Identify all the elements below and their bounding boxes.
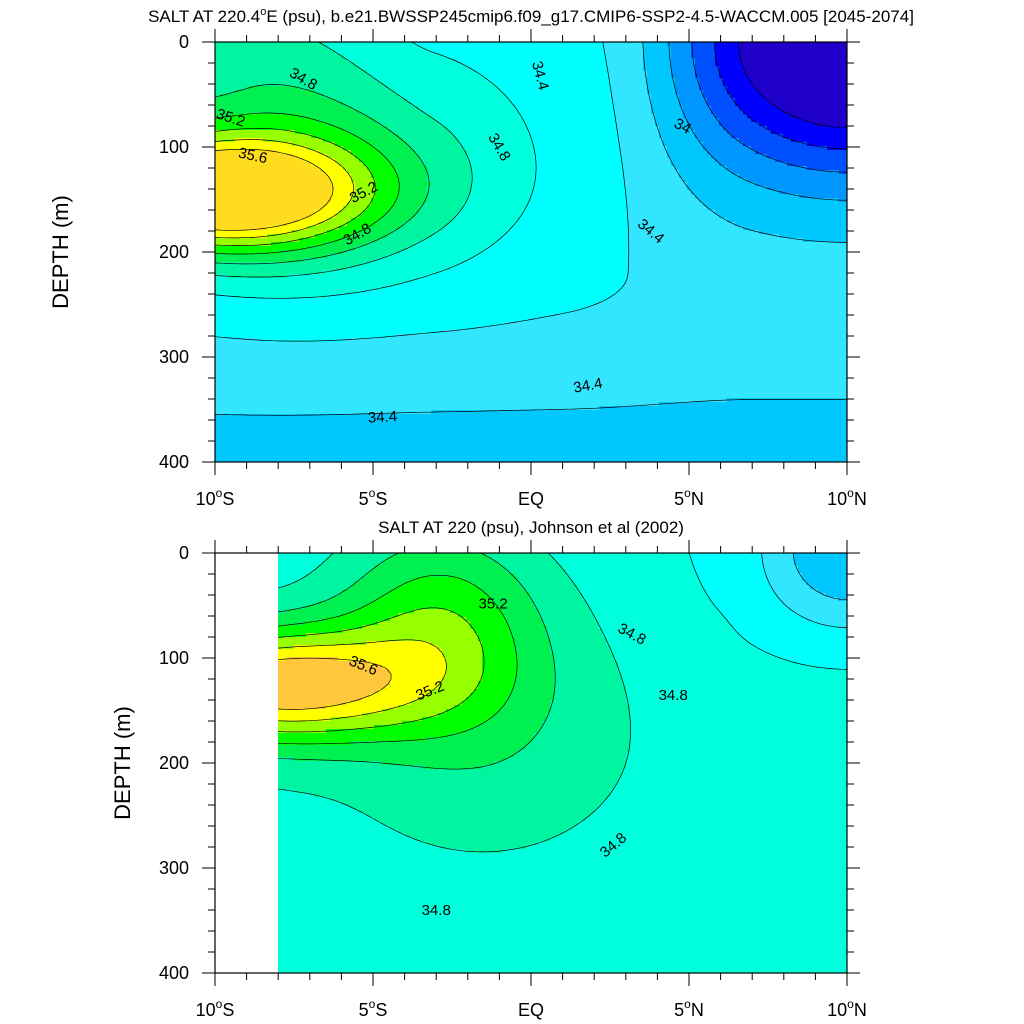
- y-tick-label: 100: [159, 137, 189, 157]
- contour-line: [215, 42, 537, 299]
- contour-line: [215, 112, 400, 255]
- x-tick-label: 10oN: [827, 997, 867, 1020]
- panel-model-salinity: 34.835.235.635.234.834.834.43434.434.434…: [48, 6, 914, 509]
- contour-label: 34.4: [528, 59, 552, 92]
- contour-line: [278, 657, 392, 710]
- contour-line: [714, 42, 847, 150]
- contour-line: [278, 553, 556, 770]
- contour-label: 34.4: [572, 375, 604, 397]
- y-axis-label: DEPTH (m): [110, 706, 135, 820]
- y-tick-label: 300: [159, 347, 189, 367]
- contour-line: [215, 42, 630, 342]
- contour-line: [215, 84, 430, 265]
- y-tick-label: 100: [159, 648, 189, 668]
- x-tick-label: 10oS: [196, 486, 235, 509]
- chart-title: SALT AT 220 (psu), Johnson et al (2002): [378, 518, 684, 537]
- axis-ticks: [202, 540, 860, 986]
- contour-line: [278, 639, 447, 722]
- contour-label: 34.8: [422, 902, 451, 919]
- y-tick-label: 0: [179, 32, 189, 52]
- contour-line: [792, 553, 847, 601]
- x-tick-label: EQ: [518, 1000, 544, 1020]
- y-tick-label: 300: [159, 858, 189, 878]
- contour-label: 35.2: [478, 595, 507, 612]
- chart-title: SALT AT 220.4oE (psu), b.e21.BWSSP245cmi…: [148, 6, 914, 26]
- x-tick-label: 5oS: [359, 997, 388, 1020]
- contour-line: [215, 127, 376, 246]
- contour-line: [278, 553, 631, 853]
- x-tick-label: EQ: [518, 489, 544, 509]
- y-tick-label: 200: [159, 242, 189, 262]
- contour-line: [215, 139, 355, 239]
- contour-line: [215, 148, 334, 231]
- contour-lines: [278, 553, 847, 853]
- salinity-fill: [278, 553, 847, 973]
- contour-line: [278, 607, 485, 733]
- y-tick-label: 400: [159, 963, 189, 983]
- y-axis-label: DEPTH (m): [48, 195, 73, 309]
- x-tick-label: 5oS: [359, 486, 388, 509]
- contour-line: [761, 553, 847, 628]
- y-tick-label: 400: [159, 452, 189, 472]
- contour-line: [215, 42, 847, 416]
- y-tick-label: 0: [179, 543, 189, 563]
- x-tick-label: 10oN: [827, 486, 867, 509]
- contour-line: [278, 574, 518, 745]
- x-tick-label: 5oN: [674, 997, 704, 1020]
- x-tick-label: 10oS: [196, 997, 235, 1020]
- contour-label: 34: [671, 115, 694, 138]
- x-tick-label: 5oN: [674, 486, 704, 509]
- y-tick-label: 200: [159, 753, 189, 773]
- axis-ticks: [202, 29, 860, 475]
- contour-label: 34.8: [659, 687, 688, 704]
- contour-line: [738, 42, 847, 128]
- contour-line: [688, 553, 847, 670]
- contour-line: [691, 42, 847, 173]
- contour-label: 35.6: [237, 145, 269, 168]
- panel-observed-salinity: 35.235.635.234.834.834.834.8010020030040…: [110, 518, 867, 1020]
- contour-line: [668, 42, 847, 201]
- contour-lines: [215, 42, 847, 416]
- contour-label: 34.4: [367, 408, 397, 427]
- salinity-fill: [215, 42, 847, 462]
